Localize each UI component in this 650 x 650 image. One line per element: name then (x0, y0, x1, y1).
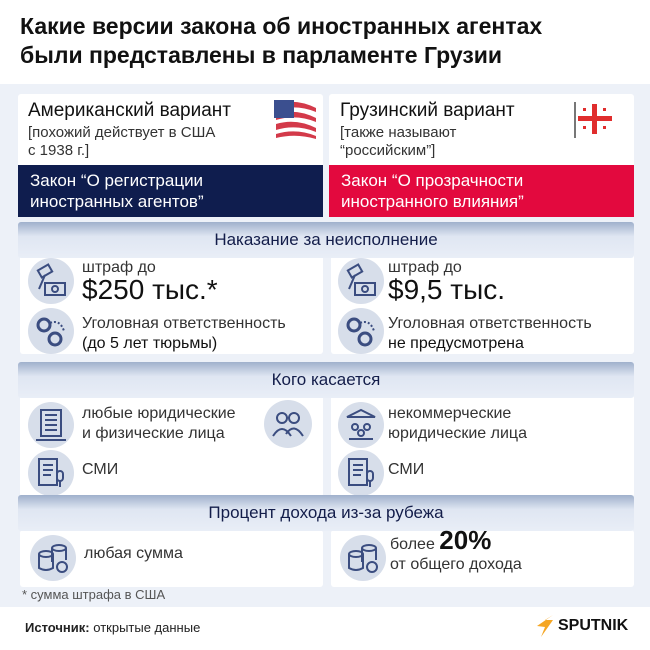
fine-label-ge: штраф до (388, 259, 462, 276)
coins-icon (340, 535, 386, 581)
law-line: иностранного влияния” (341, 192, 524, 211)
entities-ge: некоммерческие юридические лица (388, 404, 527, 444)
fine-value-us: $250 тыс.* (82, 274, 218, 305)
source-label: Источник: (25, 620, 90, 635)
handcuffs-icon (338, 308, 384, 354)
criminal-us: Уголовная ответственность (до 5 лет тюрьм… (82, 314, 286, 354)
law-line: Закон “О регистрации (30, 171, 204, 190)
institution-people-icon (338, 402, 384, 448)
ge-heading: Грузинский вариант (340, 100, 515, 121)
sputnik-logo: SPUTNIK (535, 614, 628, 638)
title-line: были представлены в парламенте Грузии (20, 42, 503, 68)
criminal-line: (до 5 лет тюрьмы) (82, 335, 218, 352)
media-ge: СМИ (388, 461, 425, 478)
note-line: [также называют (340, 124, 457, 141)
note-line: [похожий действует в США (28, 124, 216, 141)
handcuffs-icon (28, 308, 74, 354)
entities-line: некоммерческие (388, 405, 512, 422)
criminal-line: Уголовная ответственность (388, 315, 592, 332)
fine-label-us: штраф до (82, 259, 156, 276)
georgia-flag-icon (574, 102, 612, 138)
office-building-icon (28, 402, 74, 448)
criminal-line: Уголовная ответственность (82, 315, 286, 332)
logo-text: SPUTNIK (558, 617, 629, 634)
entities-line: юридические лица (388, 425, 527, 442)
law-line: иностранных агентов” (30, 192, 204, 211)
ge-law-band: Закон “О прозрачности иностранного влияни… (329, 165, 634, 217)
income-ge-text: более 20% от общего дохода (390, 527, 522, 575)
law-line: Закон “О прозрачности (341, 171, 524, 190)
source: Источник: открытые данные (25, 620, 200, 635)
source-text: открытые данные (93, 620, 201, 635)
income-us-text: любая сумма (84, 545, 183, 562)
criminal-line: не предусмотрена (388, 335, 524, 352)
us-law-band: Закон “О регистрации иностранных агентов” (18, 165, 323, 217)
entities-line: любые юридические (82, 405, 236, 422)
gavel-money-icon (28, 258, 74, 304)
newspaper-microphone-icon (338, 450, 384, 496)
entities-us: любые юридические и физические лица (82, 404, 236, 444)
media-us: СМИ (82, 461, 119, 478)
page-title: Какие версии закона об иностранных агент… (20, 12, 640, 70)
gavel-money-icon (338, 258, 384, 304)
section-header-scope: Кого касается (18, 362, 634, 398)
ge-note: [также называют “российским”] (340, 124, 456, 160)
entities-line: и физические лица (82, 425, 225, 442)
us-note: [похожий действует в США с 1938 г.] (28, 124, 215, 160)
footnote: * сумма штрафа в США (22, 587, 166, 602)
fine-value-ge: $9,5 тыс. (388, 274, 506, 305)
title-line: Какие версии закона об иностранных агент… (20, 13, 543, 39)
section-header-income: Процент дохода из-за рубежа (18, 495, 634, 531)
sputnik-logo-icon (537, 615, 553, 637)
note-line: “российским”] (340, 142, 436, 159)
income-prefix: более (390, 536, 435, 553)
coins-icon (30, 535, 76, 581)
note-line: с 1938 г.] (28, 142, 90, 159)
newspaper-microphone-icon (28, 450, 74, 496)
people-icon (264, 400, 312, 448)
criminal-ge: Уголовная ответственность не предусмотрен… (388, 314, 592, 354)
us-flag-icon (274, 100, 316, 139)
income-value: 20% (439, 525, 492, 555)
income-suffix: от общего дохода (390, 556, 522, 573)
us-heading: Американский вариант (28, 100, 231, 121)
section-header-penalty: Наказание за неисполнение (18, 222, 634, 258)
